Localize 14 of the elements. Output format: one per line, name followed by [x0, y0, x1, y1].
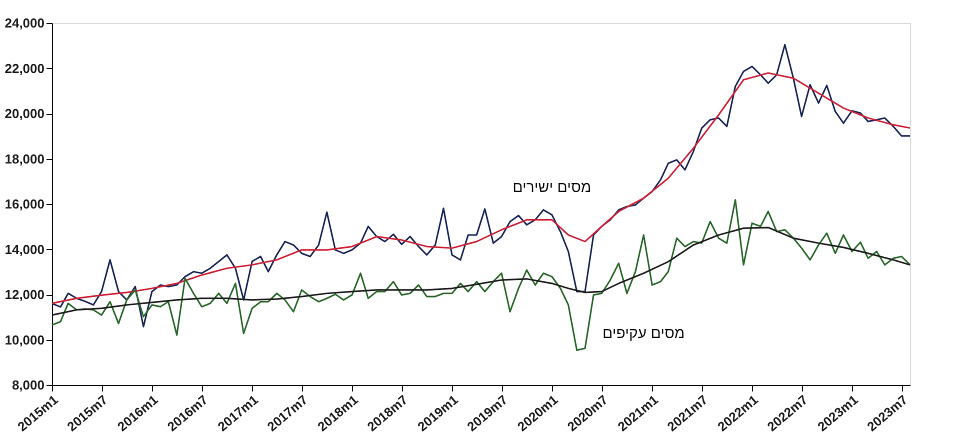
- y-tick-label: 24,000: [4, 16, 44, 30]
- line-series: [51, 72, 911, 304]
- series-label: מסים עקיפים: [602, 324, 685, 342]
- y-tick-label: 10,000: [4, 332, 44, 348]
- y-tick-label: 22,000: [4, 60, 44, 76]
- y-tick-label: 8,000: [12, 378, 44, 392]
- line-series: [51, 44, 911, 328]
- y-tick-label: 18,000: [4, 151, 44, 166]
- line-series: [51, 199, 911, 351]
- y-tick-label: 16,000: [4, 196, 44, 212]
- series-label: מסים ישירים: [512, 178, 592, 196]
- y-tick-label: 14,000: [4, 242, 44, 257]
- y-tick-label: 20,000: [4, 106, 44, 121]
- y-tick-label: 12,000: [4, 287, 44, 302]
